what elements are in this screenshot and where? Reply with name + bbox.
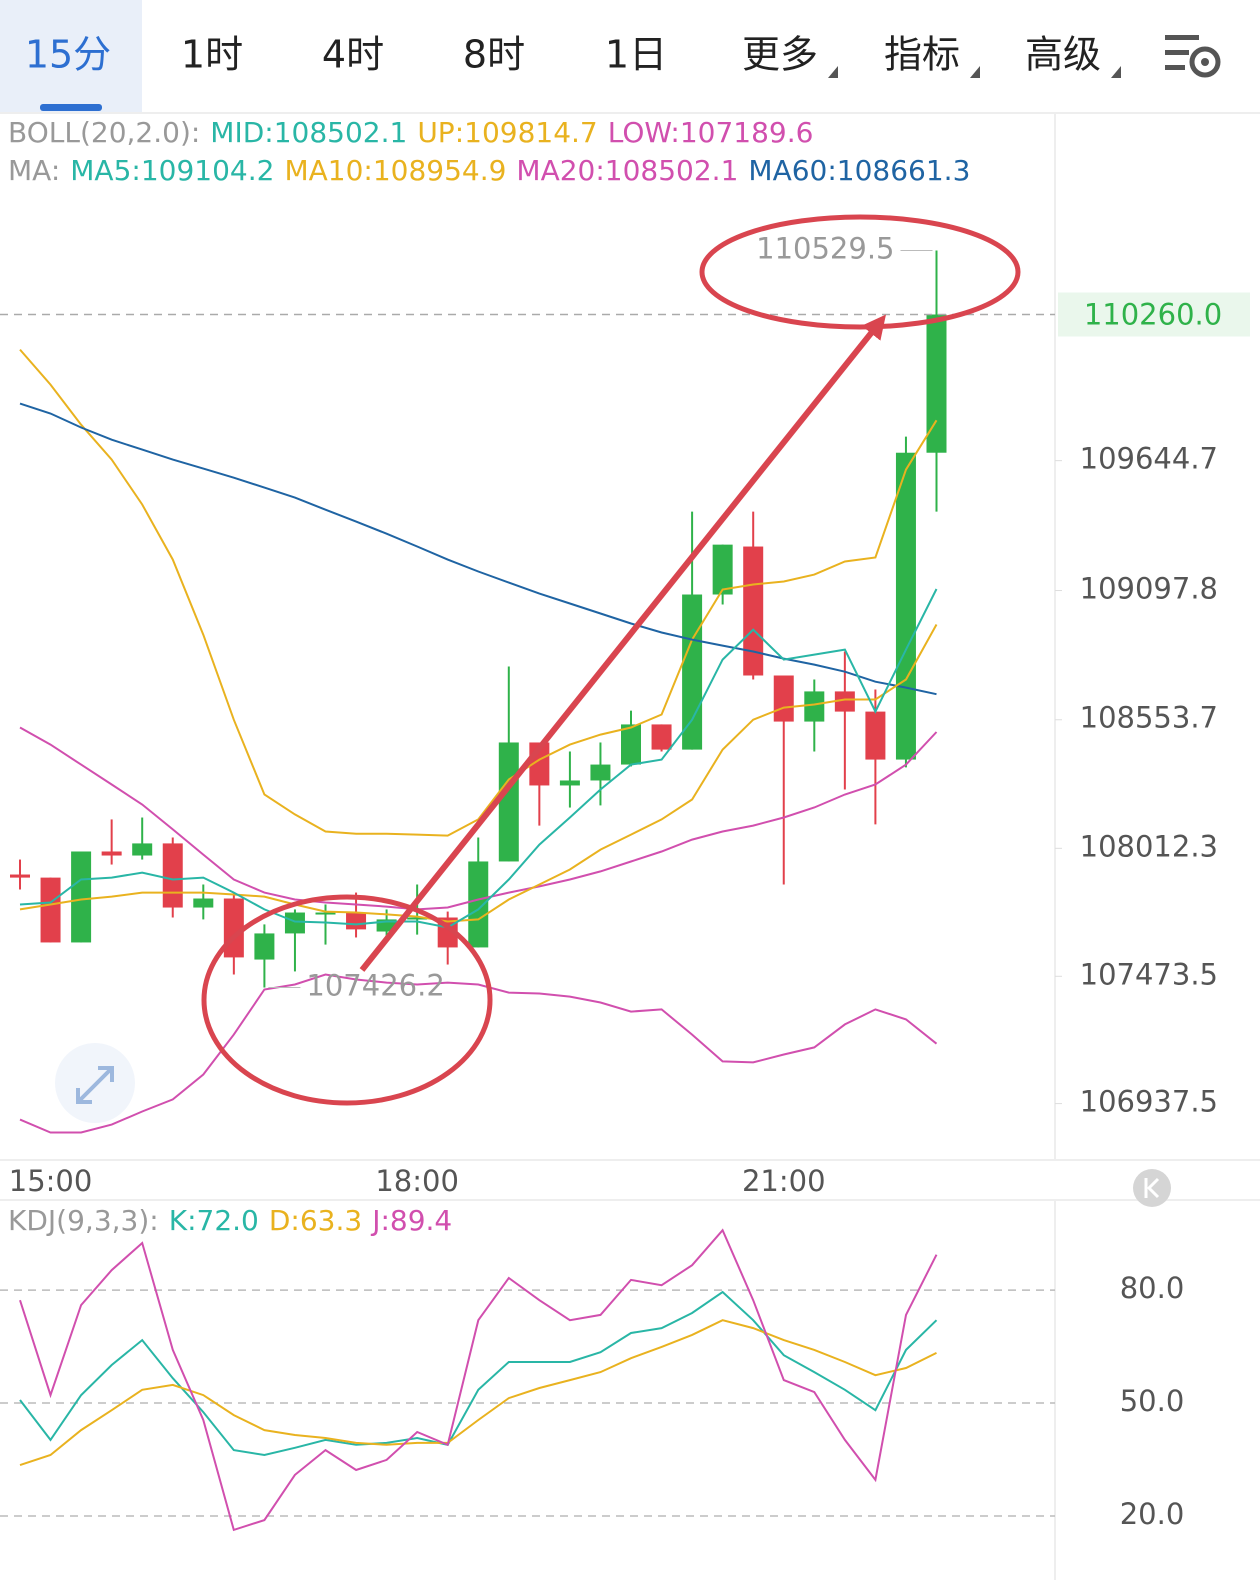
tab[interactable]: 高级 — [1025, 33, 1101, 77]
candle-body — [284, 912, 305, 934]
y-tick-label: 108012.3 — [1080, 829, 1218, 863]
annotation-overlay — [201, 214, 1021, 1106]
legend-item: MA10:108954.9 — [284, 154, 506, 187]
plot-area: BOLL(20,2.0): MID:108502.1 UP:109814.7 LOW:… — [0, 116, 1250, 1532]
trend-arrow — [359, 314, 886, 972]
collapse-button[interactable] — [1133, 1169, 1171, 1207]
max-label: 110529.5 — [756, 231, 894, 265]
highlight-ellipse — [699, 214, 1021, 330]
candle-body — [254, 933, 275, 960]
indicator-legend: KDJ(9,3,3): K:72.0 D:63.3 J:89.4 — [8, 1204, 452, 1237]
y-tick-label: 20.0 — [1120, 1497, 1185, 1531]
dropdown-caret — [970, 66, 980, 78]
legend-item: MA60:108661.3 — [748, 154, 970, 187]
legend-item: MID:108502.1 — [210, 116, 407, 149]
legend-item: UP:109814.7 — [417, 116, 597, 149]
tab[interactable]: 15分 — [25, 33, 111, 77]
indicator-line — [19, 973, 938, 1134]
candle-body — [498, 742, 519, 862]
indicator-legend: BOLL(20,2.0): MID:108502.1 UP:109814.7 LOW:… — [8, 116, 813, 149]
active-tab-indicator — [40, 104, 102, 111]
legend-label: BOLL(20,2.0): — [8, 116, 200, 149]
candle-body — [865, 711, 886, 760]
candle-body — [895, 452, 916, 760]
y-tick-label: 109644.7 — [1080, 442, 1218, 476]
kdj-line — [19, 1319, 937, 1467]
y-tick-label: 80.0 — [1120, 1271, 1185, 1305]
candle-body — [590, 764, 611, 781]
candle-body — [834, 691, 855, 712]
legend-label: MA: — [8, 154, 60, 187]
y-tick-label: 106937.5 — [1080, 1085, 1218, 1119]
legend-item: MA20:108502.1 — [516, 154, 738, 187]
y-tick-label: 109097.8 — [1080, 572, 1218, 606]
indicator-line — [19, 726, 938, 911]
last-price-label: 110260.0 — [1084, 298, 1222, 332]
dropdown-caret — [828, 66, 838, 78]
legend-item: LOW:107189.6 — [608, 116, 814, 149]
candle-body — [651, 724, 672, 750]
tab[interactable]: 1时 — [181, 33, 243, 77]
candle-body — [101, 851, 122, 856]
candle-body — [132, 843, 153, 856]
tab[interactable]: 1日 — [605, 33, 667, 77]
legend-item: MA5:109104.2 — [70, 154, 274, 187]
indicator-line — [19, 624, 938, 923]
candle-body — [346, 912, 367, 930]
candle-body — [926, 314, 947, 453]
candle-body — [682, 594, 703, 750]
y-tick-label: 50.0 — [1120, 1384, 1185, 1418]
candle-body — [559, 780, 580, 786]
x-tick-label: 15:00 — [9, 1164, 93, 1198]
indicator-line — [19, 588, 938, 929]
expand-button[interactable] — [55, 1043, 135, 1123]
candle-body — [40, 877, 61, 943]
candle-body — [773, 675, 794, 722]
tab[interactable]: 更多 — [742, 33, 818, 77]
last-price-box — [1058, 292, 1250, 337]
tab[interactable]: 指标 — [884, 33, 960, 77]
active-tab-bg — [0, 0, 142, 113]
tab[interactable]: 8时 — [463, 33, 525, 77]
y-tick-label: 107473.5 — [1080, 957, 1218, 991]
candle-body — [315, 912, 336, 915]
candle-body — [10, 874, 30, 878]
min-label: 107426.2 — [306, 969, 444, 1003]
candle-body — [621, 724, 641, 765]
x-tick-label: 21:00 — [742, 1164, 826, 1198]
kdj-line — [19, 1228, 938, 1532]
x-tick-label: 18:00 — [375, 1164, 459, 1198]
candle-body — [407, 917, 428, 920]
candle-body — [804, 691, 825, 722]
tab[interactable]: 4时 — [322, 33, 384, 77]
indicator-line — [19, 348, 938, 837]
candle-body — [162, 843, 183, 908]
legend-item: D:63.3 — [269, 1204, 362, 1237]
indicator-line — [19, 402, 937, 696]
y-tick-label: 108553.7 — [1080, 701, 1218, 735]
candle-body — [71, 851, 92, 943]
highlight-ellipse — [201, 894, 493, 1106]
candle-body — [468, 861, 489, 948]
kdj-line — [19, 1290, 938, 1457]
candle-body — [743, 546, 764, 676]
candle-body — [193, 898, 214, 908]
legend-label: KDJ(9,3,3): — [8, 1204, 159, 1237]
dropdown-caret — [1111, 66, 1121, 78]
candle-body — [712, 544, 733, 595]
legend-item: K:72.0 — [169, 1204, 259, 1237]
settings-icon[interactable] — [1165, 35, 1221, 78]
legend-item: J:89.4 — [370, 1204, 452, 1237]
indicator-legend: MA: MA5:109104.2 MA10:108954.9 MA20:108502.… — [8, 154, 970, 187]
